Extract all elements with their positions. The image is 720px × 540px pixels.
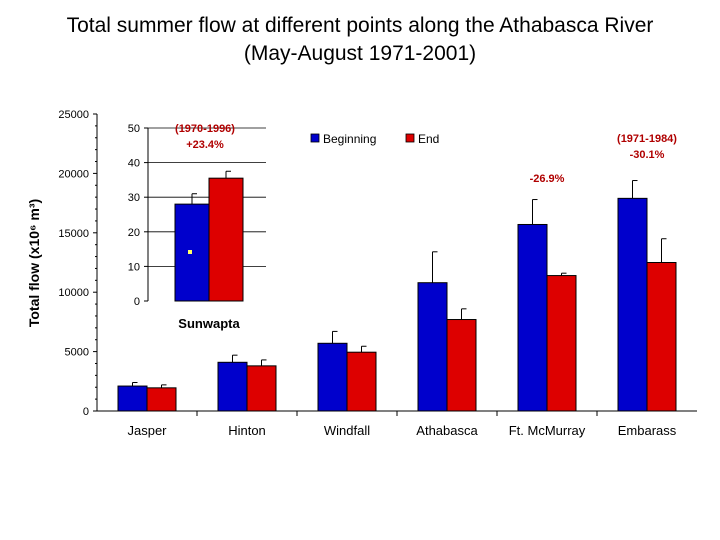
y-tick-label: 25000 <box>58 109 89 121</box>
inset-y-tick-label: 0 <box>134 296 140 308</box>
bar-beginning <box>117 385 148 412</box>
bar-beginning <box>317 342 348 412</box>
legend-label-end: End <box>418 132 439 146</box>
inset-y-tick-label: 20 <box>128 227 140 239</box>
inset-marker <box>188 250 192 254</box>
bar-end <box>546 275 577 412</box>
x-category-label: Ft. McMurray <box>509 423 586 438</box>
inset-annotation: (1970-1996) <box>175 123 235 135</box>
y-tick-label: 0 <box>83 406 89 418</box>
x-category-label: Hinton <box>228 423 266 438</box>
annotation-text: -30.1% <box>630 149 665 161</box>
bar-end <box>446 319 477 412</box>
x-category-label: Embarass <box>618 423 677 438</box>
bar-end <box>346 351 377 412</box>
y-tick-label: 5000 <box>65 347 89 359</box>
bar-beginning <box>217 361 248 412</box>
bar-end <box>646 262 677 412</box>
inset-y-tick-label: 40 <box>128 158 140 170</box>
inset-y-tick-label: 30 <box>128 192 140 204</box>
x-category-label: Jasper <box>127 423 167 438</box>
x-category-label: Athabasca <box>416 423 478 438</box>
y-axis-label: Total flow (x10⁶ m³) <box>26 199 42 327</box>
inset-annotation: +23.4% <box>186 139 224 151</box>
bar-end <box>146 387 177 412</box>
y-tick-label: 15000 <box>58 228 89 240</box>
inset-bar-end <box>208 177 244 302</box>
bar-beginning <box>517 223 548 412</box>
bar-end <box>246 365 277 412</box>
y-tick-label: 10000 <box>58 287 89 299</box>
annotation-text: -26.9% <box>530 173 565 185</box>
chart-title-line-1: Total summer flow at different points al… <box>66 14 654 37</box>
legend-swatch-end <box>405 133 415 143</box>
inset-label: Sunwapta <box>178 316 240 331</box>
bar-beginning <box>617 197 648 412</box>
chart-title-line-2: (May-August 1971-2001) <box>243 42 477 65</box>
legend-swatch-beginning <box>310 133 320 143</box>
annotation-text: (1971-1984) <box>617 133 677 145</box>
inset-y-tick-label: 50 <box>128 123 140 135</box>
y-tick-label: 20000 <box>58 168 89 180</box>
inset-y-tick-label: 10 <box>128 261 140 273</box>
legend-label-beginning: Beginning <box>323 132 376 146</box>
x-category-label: Windfall <box>324 423 370 438</box>
bar-beginning <box>417 282 448 412</box>
